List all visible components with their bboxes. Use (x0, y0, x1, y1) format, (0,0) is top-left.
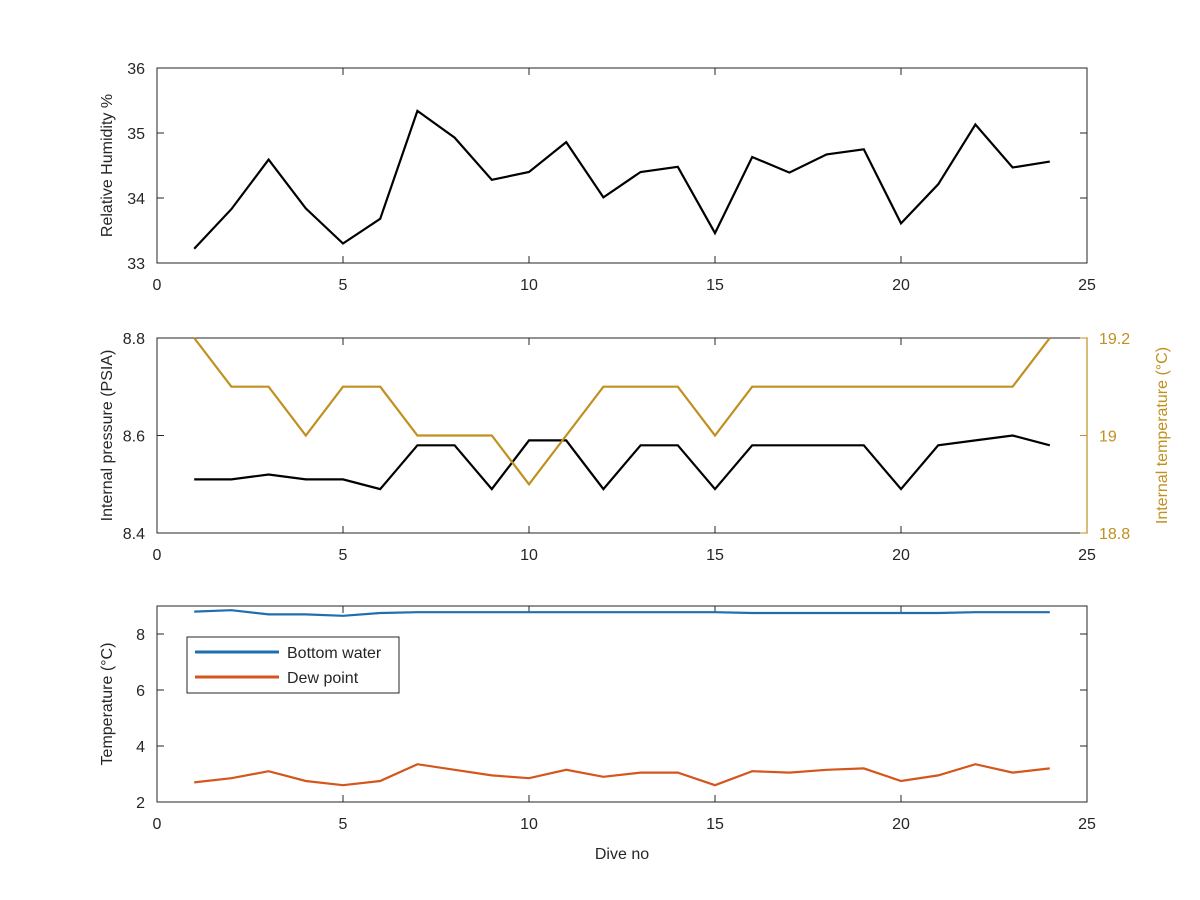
y-tick-label: 4 (136, 739, 145, 756)
x-axis-label: Dive no (595, 846, 649, 863)
legend-box (186, 636, 400, 694)
x-tick-label: 20 (892, 816, 910, 833)
y-axis-label: Temperature (°C) (99, 643, 116, 766)
subplot-3: 0 5 10 15 20 25 2 4 6 8 Temperature (°C) Dive no Bot… (99, 605, 1096, 863)
x-tick-label: 25 (1078, 277, 1096, 294)
x-tick-label: 20 (892, 547, 910, 564)
y-axis-label: Internal pressure (PSIA) (99, 350, 116, 522)
x-tick-label: 0 (153, 547, 162, 564)
series-line-2 (193, 337, 1051, 487)
y-tick-label: 36 (127, 61, 145, 78)
x-tick-label: 5 (339, 277, 348, 294)
x-tick-label: 5 (339, 816, 348, 833)
x-tick-label: 10 (520, 816, 538, 833)
y-tick-label: 6 (136, 683, 145, 700)
plot-frame (156, 67, 1088, 264)
x-tick-label: 25 (1078, 816, 1096, 833)
x-tick-label: 15 (706, 816, 724, 833)
x-tick-label: 25 (1078, 547, 1096, 564)
x-tick-label: 20 (892, 277, 910, 294)
legend-label: Bottom water (287, 645, 382, 662)
plot-frame (156, 337, 1088, 534)
y-tick-label-right: 19 (1099, 429, 1117, 446)
y-axis-label: Relative Humidity % (99, 94, 116, 237)
y-tick-label-right: 19.2 (1099, 331, 1130, 348)
x-tick-label: 15 (706, 277, 724, 294)
legend: Bottom water Dew point (186, 636, 400, 694)
y-tick-label: 2 (136, 795, 145, 812)
subplot-2: 0 5 10 15 20 25 8.4 8.6 8.8 Internal pressure (PS… (99, 331, 1171, 564)
subplot-1: 0 5 10 15 20 25 33 34 35 36 Relative Humidity % (99, 61, 1096, 294)
x-tick-label: 0 (153, 277, 162, 294)
x-tick-label: 15 (706, 547, 724, 564)
plot-frame (156, 605, 1088, 803)
y-axis-label-right: Internal temperature (°C) (1154, 347, 1171, 524)
x-tick-label: 10 (520, 277, 538, 294)
series-line-1 (194, 434, 1051, 491)
y-tick-label: 8.6 (123, 429, 145, 446)
y-tick-label: 8.8 (123, 331, 145, 348)
x-tick-label: 5 (339, 547, 348, 564)
y-tick-label: 35 (127, 126, 145, 143)
y-tick-label-right: 18.8 (1099, 526, 1130, 543)
y-tick-label: 33 (127, 256, 145, 273)
series-line-1 (194, 609, 1050, 617)
series-line-2 (194, 763, 1050, 787)
y-tick-label: 8 (136, 627, 145, 644)
y-tick-label: 34 (127, 191, 145, 208)
series-line-1 (193, 109, 1050, 250)
y-tick-label: 8.4 (123, 526, 145, 543)
x-tick-label: 0 (153, 816, 162, 833)
legend-label: Dew point (287, 670, 359, 687)
x-tick-label: 10 (520, 547, 538, 564)
